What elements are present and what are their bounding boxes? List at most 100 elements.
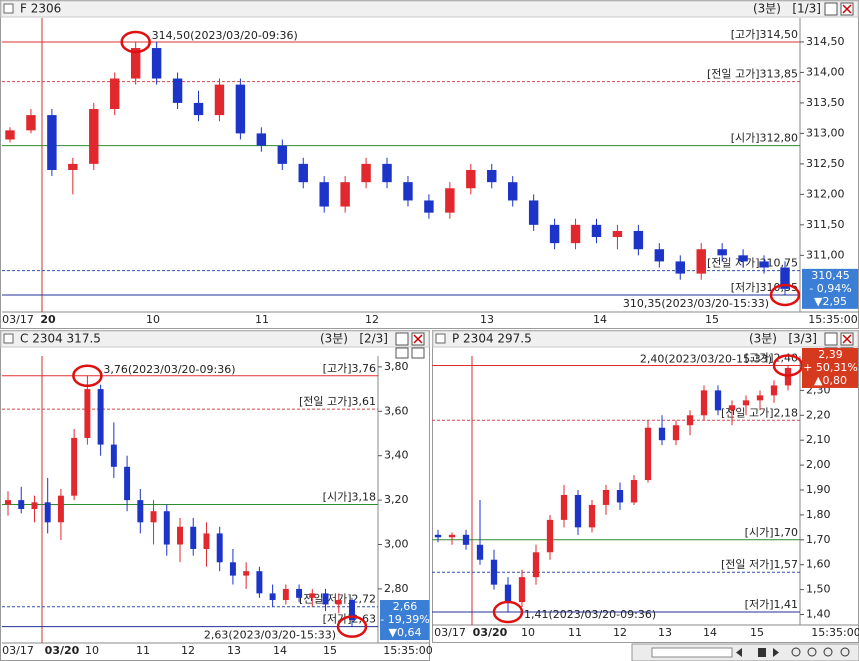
candle-body: [269, 593, 276, 601]
panel-page: [1/3]: [792, 2, 821, 16]
x-tick-label: 14: [703, 626, 717, 639]
candle-body: [560, 494, 568, 520]
price-line-label: [전일 고가]313,85: [707, 67, 798, 81]
x-tick-label: 13: [480, 313, 494, 326]
candle-body: [382, 163, 392, 183]
candle-body: [518, 577, 526, 603]
candle-body: [424, 200, 434, 213]
x-tick-label: 03/20: [45, 644, 80, 657]
x-tick-label: 13: [227, 644, 241, 657]
price-line-label: [시가]3,18: [323, 491, 376, 504]
low-marker: [336, 615, 368, 638]
x-tick-label: 11: [255, 313, 269, 326]
low-note: 2,63(2023/03/20-15:33): [204, 629, 336, 642]
x-tick-label: 11: [568, 626, 582, 639]
candle-body: [675, 261, 685, 274]
price-line-label: [고가]314,50: [731, 28, 798, 41]
y-tick-label: 1,60: [806, 558, 831, 571]
y-tick-label: 2,10: [806, 433, 831, 446]
y-tick-label: 3,40: [384, 449, 409, 462]
low-note: 1,41(2023/03/20-09:36): [524, 608, 656, 621]
candle-body: [466, 169, 476, 189]
price-line-label: [전일 고가]2,18: [721, 405, 798, 419]
candle-body: [71, 437, 78, 496]
candle-body: [574, 494, 582, 528]
x-tick-label: 11: [136, 644, 150, 657]
candle-body: [84, 389, 91, 438]
candle-body: [110, 78, 120, 110]
x-tick-label: 20: [40, 313, 56, 326]
panel-frame: [432, 330, 859, 643]
current-price-box: [380, 600, 429, 641]
candle-body: [570, 224, 581, 244]
current-price-box: [802, 347, 858, 388]
candle-body: [319, 182, 329, 207]
candle-body: [5, 500, 11, 505]
y-tick-label: 314,00: [806, 65, 845, 78]
candle-body: [696, 249, 706, 274]
y-tick-label: 1,50: [806, 583, 831, 596]
high-marker: [120, 30, 151, 54]
panel-period: (3분): [749, 332, 777, 346]
candle-body: [18, 500, 25, 509]
candle-body: [738, 255, 748, 262]
x-tick-label: 03/17: [2, 313, 34, 326]
candle-body: [759, 261, 769, 268]
candle-body: [507, 182, 518, 201]
scrollbar[interactable]: [631, 643, 859, 661]
title-bar: [0, 0, 859, 18]
candle-body: [490, 559, 498, 585]
x-tick-label: 03/17: [2, 644, 34, 657]
candle-body: [714, 390, 722, 411]
candle-body: [756, 395, 764, 401]
current-price-diff: ▲0,80: [814, 374, 847, 387]
x-tick-label: 15:35:00: [811, 626, 859, 639]
y-tick-label: 3,60: [384, 404, 409, 417]
price-line-label: [시가]1,70: [745, 526, 798, 539]
settings-button[interactable]: [824, 332, 838, 346]
candle-body: [5, 130, 15, 140]
close-icon: [842, 4, 852, 14]
candle-body: [130, 48, 141, 79]
mini-button[interactable]: [395, 347, 409, 359]
candle-body: [57, 495, 64, 523]
current-price-change: + 50,31%: [803, 361, 858, 374]
panel-page: [2/3]: [359, 332, 388, 346]
candle-body: [434, 534, 442, 538]
y-tick-label: 314,50: [806, 35, 845, 48]
current-price-change: - 0,94%: [809, 282, 851, 295]
current-price-label: 2,39: [818, 348, 843, 361]
price-line-label: [고가]3,76: [323, 362, 376, 375]
y-tick-label: 2,20: [806, 408, 831, 421]
high-note: 314,50(2023/03/20-09:36): [152, 29, 298, 42]
candle-body: [172, 78, 183, 103]
low-marker: [492, 600, 524, 624]
candle-body: [282, 588, 289, 601]
y-tick-label: 3,80: [384, 360, 409, 373]
current-price-label: 2,66: [393, 600, 418, 613]
close-icon: [842, 334, 852, 344]
x-tick-label: 15: [750, 626, 764, 639]
candle-body: [602, 490, 610, 505]
high-note: 3,76(2023/03/20-09:36): [103, 363, 235, 376]
x-tick-label: 03/20: [473, 626, 508, 639]
close-icon: [413, 334, 423, 344]
x-tick-label: 14: [593, 313, 607, 326]
settings-button[interactable]: [395, 332, 409, 346]
candle-body: [403, 182, 413, 201]
candle-body: [26, 115, 36, 131]
y-tick-label: 1,70: [806, 533, 831, 546]
x-tick-label: 12: [181, 644, 195, 657]
settings-button[interactable]: [824, 2, 838, 16]
candle-body: [322, 593, 329, 605]
price-line-label: [전일 저가]310,75: [707, 256, 798, 270]
mini-button[interactable]: [411, 347, 425, 359]
candle-body: [68, 163, 78, 170]
panel-page: [3/3]: [788, 332, 817, 346]
panel-period: (3분): [320, 332, 348, 346]
title-bar: [0, 330, 430, 348]
panel-icon: [435, 333, 446, 344]
candle-body: [335, 600, 342, 605]
high-marker: [72, 364, 103, 388]
